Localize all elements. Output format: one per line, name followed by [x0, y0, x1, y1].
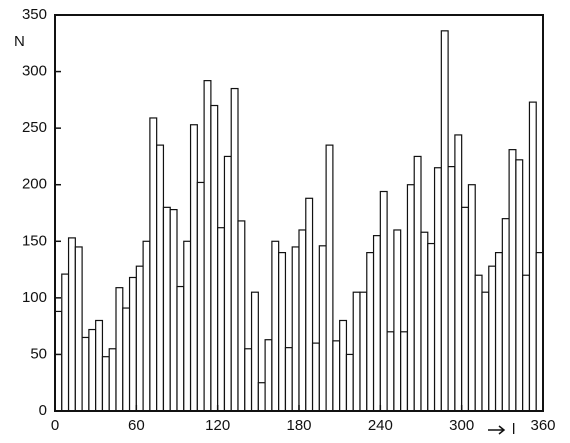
bar: [440, 30, 449, 412]
bar: [101, 356, 110, 412]
bar: [88, 328, 97, 412]
bar: [217, 227, 226, 412]
bar: [128, 276, 137, 412]
bar: [345, 353, 354, 412]
bar: [176, 285, 185, 412]
bar: [291, 246, 300, 412]
bar: [74, 246, 83, 412]
bar: [278, 252, 287, 412]
bar: [271, 240, 280, 412]
bar: [142, 240, 151, 412]
bar: [223, 155, 232, 412]
x-tick-label: 120: [205, 417, 230, 434]
bar: [494, 252, 503, 412]
y-tick-label: 200: [22, 176, 47, 193]
bar: [61, 273, 70, 412]
bar: [413, 155, 422, 412]
bar: [250, 291, 259, 412]
bar: [237, 220, 246, 412]
bar: [169, 209, 178, 412]
bar: [311, 342, 320, 412]
bar: [257, 382, 266, 412]
bar: [318, 245, 327, 412]
bar: [189, 124, 198, 412]
bar: [528, 101, 537, 412]
bar: [67, 237, 76, 412]
bar: [135, 265, 144, 412]
bar: [474, 274, 483, 412]
bar: [284, 347, 293, 412]
bar: [244, 348, 253, 412]
bar: [400, 331, 409, 412]
bar: [366, 252, 375, 412]
bar: [156, 144, 165, 412]
bar: [372, 235, 381, 412]
x-tick-label: 180: [286, 417, 311, 434]
y-tick-label: 250: [22, 119, 47, 136]
bar: [196, 181, 205, 412]
bar: [461, 206, 470, 412]
bar: [162, 206, 171, 412]
bar: [210, 104, 219, 412]
bar: [339, 319, 348, 412]
bar: [393, 229, 402, 412]
bar: [447, 166, 456, 412]
bar: [379, 190, 388, 412]
y-axis-label: N: [14, 33, 25, 50]
bar: [203, 80, 212, 412]
bar: [332, 340, 341, 412]
bar: [149, 117, 158, 412]
bar: [501, 218, 510, 412]
x-tick-label: 240: [368, 417, 393, 434]
bar: [115, 287, 124, 412]
bar: [230, 87, 239, 412]
bar: [95, 319, 104, 412]
bar: [535, 252, 544, 412]
bar: [325, 144, 334, 412]
bar: [305, 197, 314, 412]
bar: [433, 167, 442, 412]
x-tick-label: 300: [449, 417, 474, 434]
y-tick-label: 50: [30, 345, 47, 362]
y-tick-label: 100: [22, 289, 47, 306]
bar: [522, 274, 531, 412]
bar: [508, 149, 517, 412]
bar: [406, 184, 415, 412]
y-tick-label: 150: [22, 232, 47, 249]
bar: [352, 291, 361, 412]
bar: [420, 231, 429, 412]
bar: [264, 339, 273, 412]
bar: [183, 240, 192, 412]
bar: [515, 159, 524, 412]
x-tick-label: 0: [51, 417, 59, 434]
bar: [122, 307, 131, 412]
bar: [108, 348, 117, 412]
bar: [488, 265, 497, 412]
y-tick-label: 0: [39, 402, 47, 419]
x-axis-label: l: [512, 421, 515, 438]
x-tick-label: 360: [530, 417, 555, 434]
bar: [467, 184, 476, 412]
bar: [54, 310, 63, 412]
bar: [481, 291, 490, 412]
bar: [81, 336, 90, 412]
bar: [298, 229, 307, 412]
y-tick-label: 350: [22, 6, 47, 23]
bar: [359, 291, 368, 412]
bar: [386, 331, 395, 412]
x-tick-label: 60: [128, 417, 145, 434]
bar: [454, 134, 463, 412]
bar: [427, 242, 436, 412]
x-axis-arrow: [488, 425, 506, 435]
y-tick-label: 300: [22, 63, 47, 80]
